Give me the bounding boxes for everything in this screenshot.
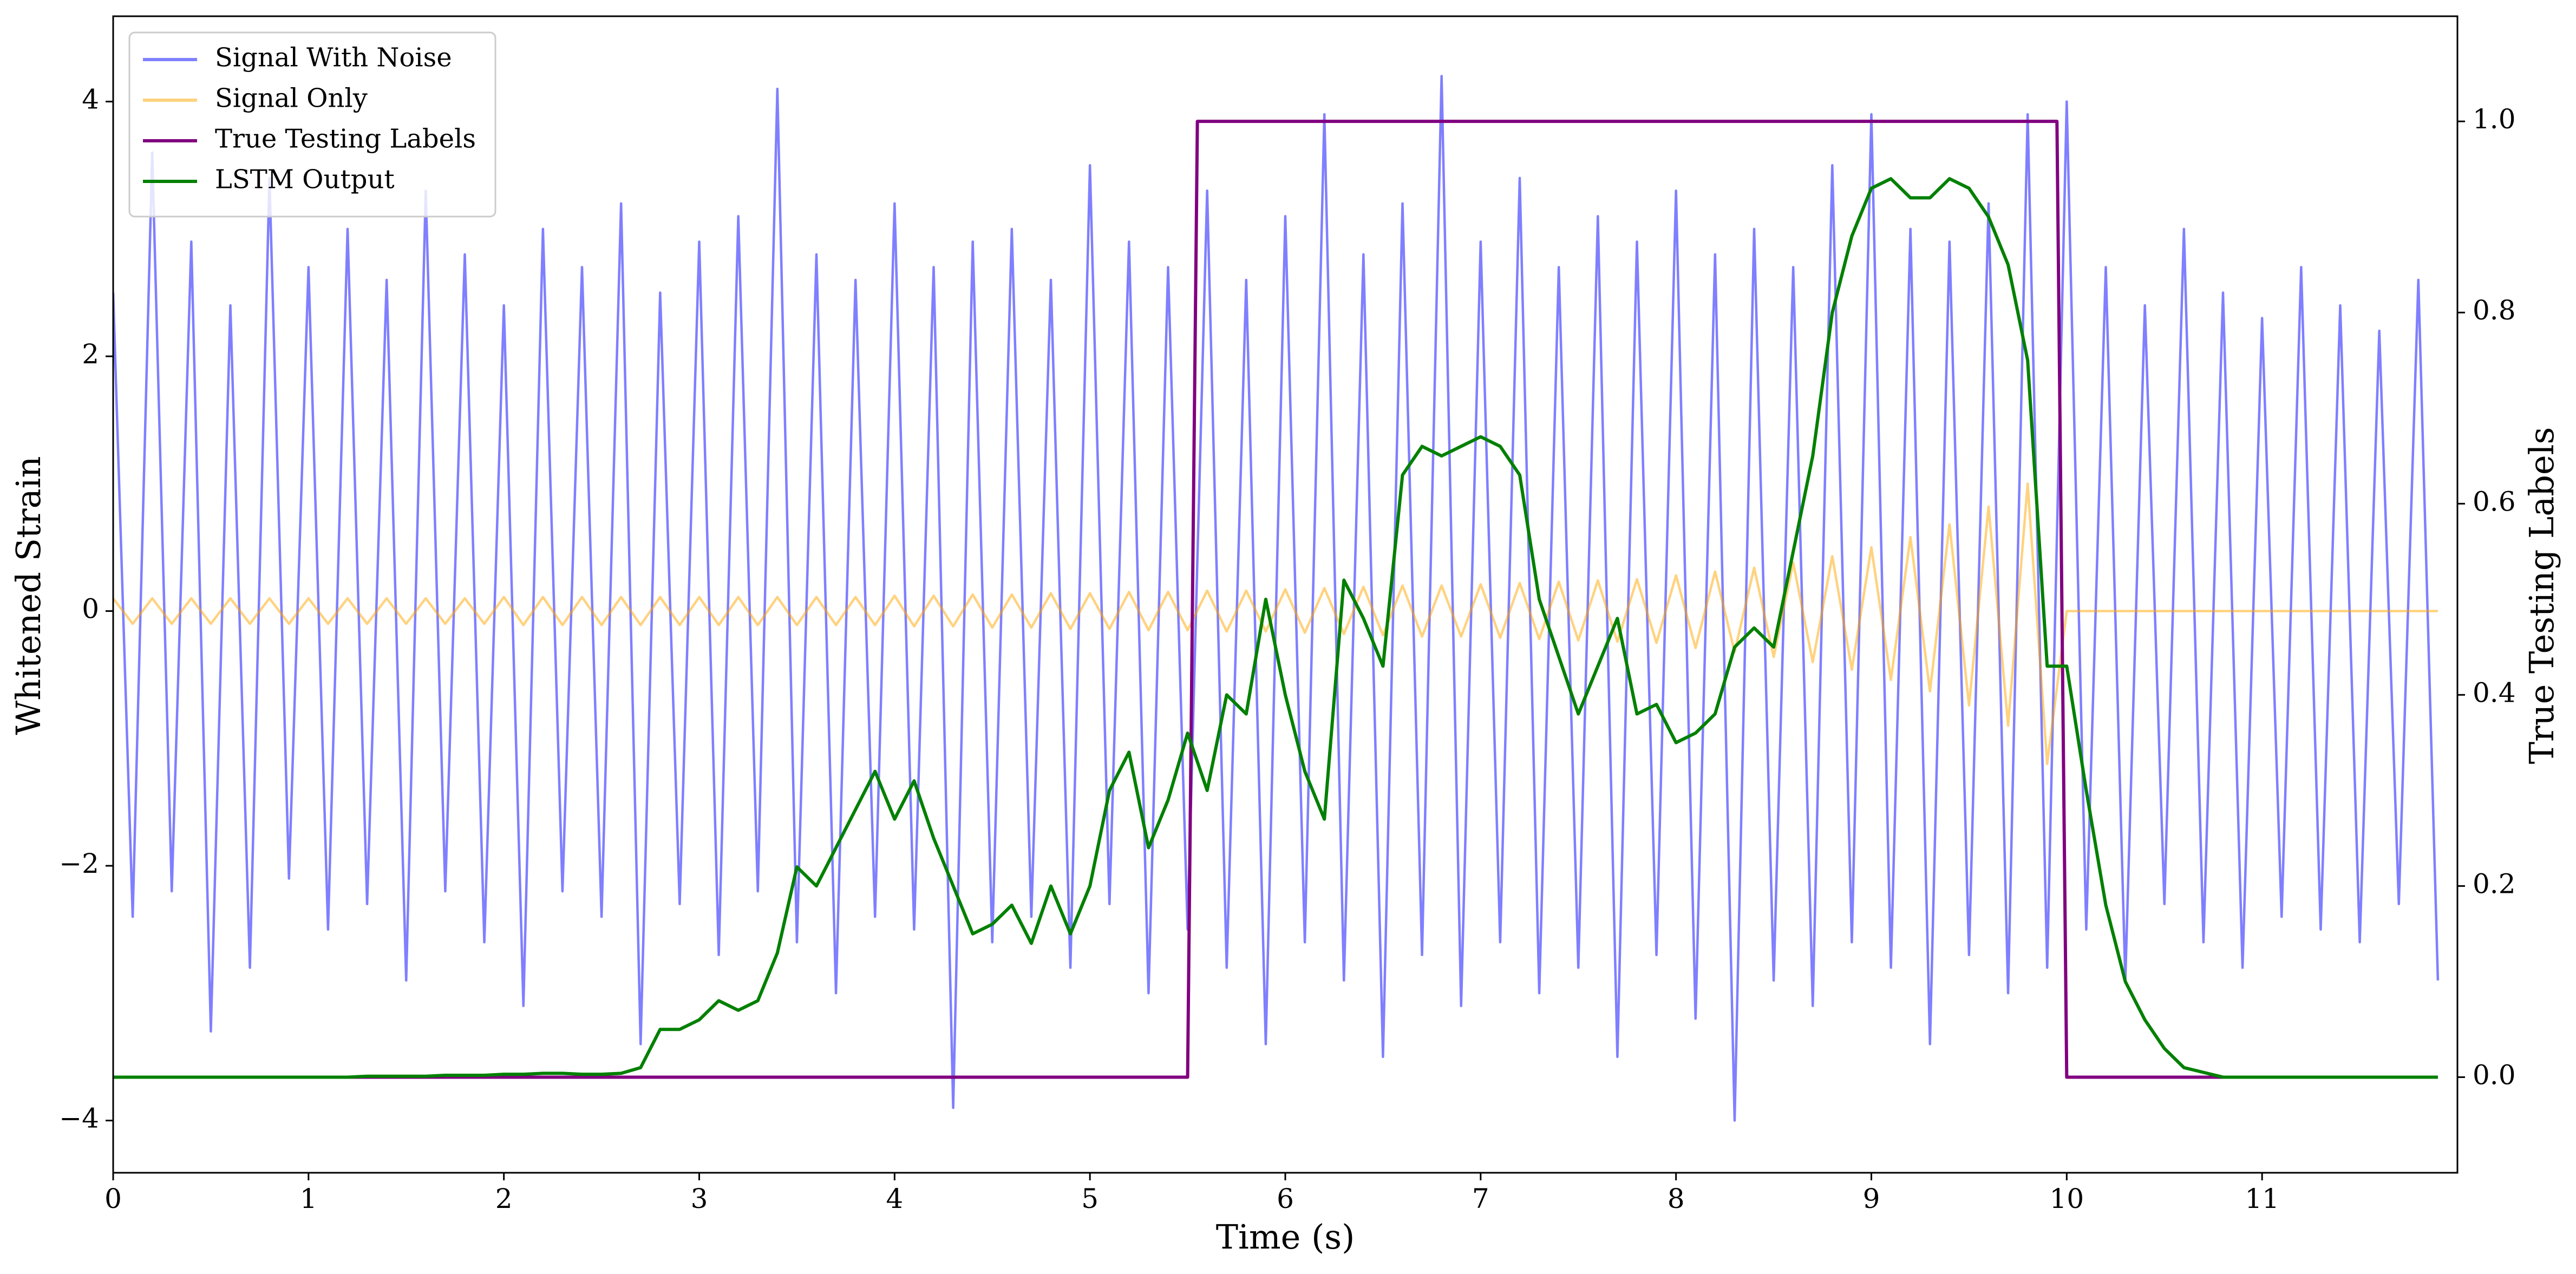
legend-label: Signal Only <box>215 83 368 114</box>
x-tick-label: 3 <box>691 1183 708 1214</box>
y2-axis-title: True Testing Labels <box>2522 427 2561 765</box>
y-tick-label: 4 <box>82 84 99 115</box>
x-tick-label: 2 <box>495 1183 513 1214</box>
x-tick-label: 11 <box>2245 1183 2279 1214</box>
y2-tick-label: 0.4 <box>2473 677 2516 708</box>
y-tick-label: −2 <box>59 848 99 879</box>
legend-label: Signal With Noise <box>215 43 452 73</box>
plot-area <box>113 75 2440 1122</box>
series-line <box>113 120 2438 1079</box>
y-tick-label: −4 <box>59 1103 99 1134</box>
y-axis-title: Whitened Strain <box>9 456 48 735</box>
series-line <box>113 75 2440 1122</box>
y2-tick-label: 0.2 <box>2473 868 2516 899</box>
x-tick-label: 5 <box>1081 1183 1099 1214</box>
legend-label: LSTM Output <box>215 165 395 195</box>
y2-tick-label: 0.8 <box>2473 295 2516 326</box>
x-tick-label: 8 <box>1668 1183 1685 1214</box>
y-tick-label: 0 <box>82 593 99 625</box>
x-tick-label: 10 <box>2050 1183 2084 1214</box>
x-tick-label: 7 <box>1472 1183 1489 1214</box>
y2-tick-label: 0.0 <box>2473 1059 2516 1090</box>
series-line <box>113 482 2438 766</box>
legend-box <box>128 31 496 218</box>
series-line <box>113 177 2438 1079</box>
x-tick-label: 9 <box>1863 1183 1880 1214</box>
legend-label: True Testing Labels <box>215 124 476 154</box>
x-tick-label: 1 <box>300 1183 317 1214</box>
x-tick-label: 6 <box>1277 1183 1294 1214</box>
y-tick-label: 2 <box>82 338 99 370</box>
x-tick-label: 0 <box>104 1183 122 1214</box>
x-tick-label: 4 <box>886 1183 903 1214</box>
y2-tick-label: 0.6 <box>2473 486 2516 517</box>
x-axis-title: Time (s) <box>1216 1217 1355 1257</box>
y2-tick-label: 1.0 <box>2473 103 2516 135</box>
